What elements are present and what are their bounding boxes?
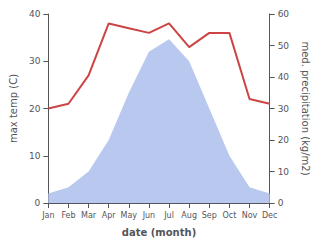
svg-text:40: 40 bbox=[29, 9, 41, 19]
svg-text:0: 0 bbox=[35, 198, 41, 208]
svg-text:10: 10 bbox=[29, 151, 41, 161]
svg-text:Mar: Mar bbox=[81, 211, 97, 220]
svg-text:Dec: Dec bbox=[262, 211, 277, 220]
svg-text:60: 60 bbox=[278, 9, 290, 19]
svg-text:50: 50 bbox=[278, 41, 290, 51]
svg-text:med. precipitation (kg/m2): med. precipitation (kg/m2) bbox=[300, 41, 311, 175]
svg-text:Apr: Apr bbox=[102, 211, 117, 220]
svg-text:Oct: Oct bbox=[222, 211, 236, 220]
svg-text:May: May bbox=[121, 211, 138, 220]
svg-text:40: 40 bbox=[278, 72, 290, 82]
svg-text:Jun: Jun bbox=[142, 211, 156, 220]
svg-text:20: 20 bbox=[278, 135, 290, 145]
svg-text:Jan: Jan bbox=[41, 211, 54, 220]
svg-text:Jul: Jul bbox=[163, 211, 174, 220]
svg-text:0: 0 bbox=[278, 198, 284, 208]
svg-text:Aug: Aug bbox=[181, 211, 197, 220]
svg-text:max temp (C): max temp (C) bbox=[8, 74, 19, 143]
svg-text:Nov: Nov bbox=[242, 211, 258, 220]
svg-text:Feb: Feb bbox=[61, 211, 75, 220]
svg-text:30: 30 bbox=[278, 104, 290, 114]
svg-text:date (month): date (month) bbox=[122, 227, 196, 238]
svg-text:10: 10 bbox=[278, 167, 290, 177]
svg-text:Sep: Sep bbox=[202, 211, 217, 220]
svg-text:30: 30 bbox=[29, 56, 41, 66]
svg-text:20: 20 bbox=[29, 104, 41, 114]
